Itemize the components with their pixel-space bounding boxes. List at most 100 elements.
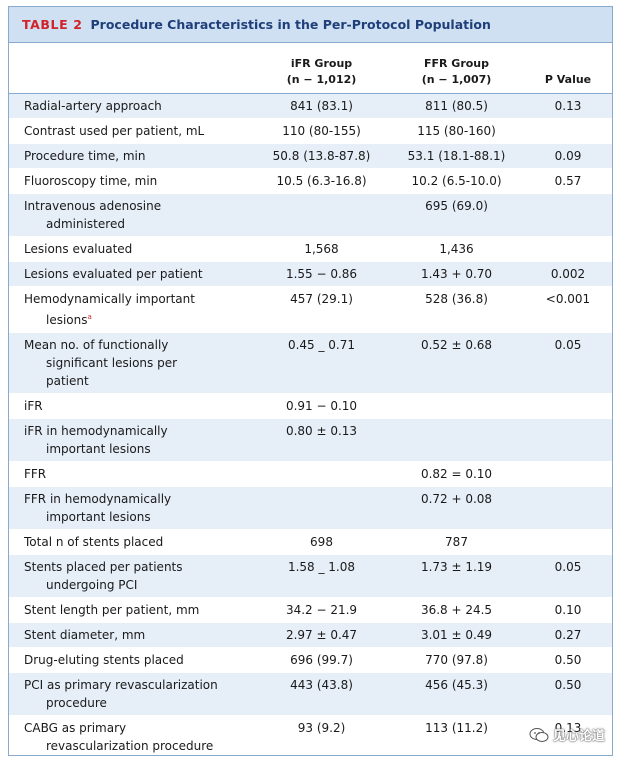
ffr-value: 770 (97.8) (425, 653, 488, 667)
row-label-line: Lesions evaluated per patient (24, 267, 203, 281)
p-value (524, 394, 612, 418)
table-caption: TABLE 2 Procedure Characteristics in the… (9, 7, 612, 42)
ffr-value: 0.52 ± 0.68 (420, 338, 493, 352)
watermark: 见心论道 (529, 725, 605, 744)
table-row: Mean no. of functionally significant lesi… (9, 333, 612, 394)
p-value (524, 237, 612, 261)
row-label-line: Lesions evaluated (24, 242, 133, 256)
p-value: 0.05 (554, 338, 582, 352)
row-label: Total n of stents placed (9, 530, 254, 554)
ffr-value: 0.72 + 0.08 (420, 492, 493, 506)
row-label-line: procedure (46, 696, 107, 710)
header-ffr-group: FFR Group (n − 1,007) (389, 43, 524, 93)
row-label-line: Radial-artery approach (24, 99, 162, 113)
ifr-value: 93 (9.2) (297, 721, 346, 735)
ffr-value: 0.82 = 0.10 (420, 467, 493, 481)
row-label-line: Hemodynamically important (24, 292, 195, 306)
row-label-line: important lesions (46, 442, 151, 456)
ffr-value: 1.73 ± 1.19 (420, 560, 493, 574)
row-label: Lesions evaluated (9, 237, 254, 261)
p-value: 0.13 (554, 99, 582, 113)
table-row: Fluoroscopy time, min 10.5 (6.3-16.8) 10.2… (9, 169, 612, 194)
header-ffr-name: FFR Group (423, 57, 490, 70)
table-row: PCI as primary revascularization procedur… (9, 673, 612, 716)
table-row: Stents placed per patients undergoing PCI… (9, 555, 612, 598)
ifr-value (254, 462, 389, 486)
row-label-line: Total n of stents placed (24, 535, 164, 549)
row-label: Hemodynamically important lesionsa (9, 287, 254, 332)
table-header: iFR Group (n − 1,012) FFR Group (n − 1,0… (9, 42, 612, 94)
table-row: Hemodynamically important lesionsa 457 (29… (9, 287, 612, 333)
wechat-icon (529, 727, 549, 742)
table-label: TABLE 2 (22, 17, 83, 32)
table-row: FFR 0.82 = 0.10 (9, 462, 612, 487)
row-label: Stent diameter, mm (9, 623, 254, 647)
ifr-value (254, 194, 389, 236)
p-value (524, 530, 612, 554)
table-row: Contrast used per patient, mL 110 (80-155… (9, 119, 612, 144)
row-label-line: Mean no. of functionally (24, 338, 169, 352)
p-value: 0.13 (554, 721, 582, 735)
row-label-line: Stents placed per patients (24, 560, 183, 574)
row-label-line: important lesions (46, 510, 151, 524)
table-row: Drug-eluting stents placed 696 (99.7) 770 … (9, 648, 612, 673)
ifr-value: 457 (29.1) (290, 292, 353, 306)
table-row: Total n of stents placed 698 787 (9, 530, 612, 555)
row-label: PCI as primary revascularization procedur… (9, 673, 254, 715)
row-label-line: iFR in hemodynamically (24, 424, 168, 438)
row-label-line: PCI as primary revascularization (24, 678, 218, 692)
ffr-value: 787 (445, 535, 468, 549)
p-value: <0.001 (545, 292, 591, 306)
table-row: Radial-artery approach 841 (83.1) 811 (80.… (9, 94, 612, 119)
header-ifr-n: (n − 1,012) (286, 73, 357, 86)
ffr-value: 1.43 + 0.70 (420, 267, 493, 281)
p-value (524, 419, 612, 461)
header-ifr-group: iFR Group (n − 1,012) (254, 43, 389, 93)
ffr-value: 113 (11.2) (425, 721, 488, 735)
table-row: iFR 0.91 − 0.10 (9, 394, 612, 419)
ifr-value: 110 (80-155) (282, 124, 361, 138)
ffr-value: 10.2 (6.5-10.0) (411, 174, 502, 188)
row-label-line: FFR (24, 467, 47, 481)
ffr-value: 36.8 + 24.5 (420, 603, 493, 617)
p-value (524, 462, 612, 486)
footnote-marker: a (87, 313, 92, 321)
row-label-line: Intravenous adenosine (24, 199, 162, 213)
row-label-line: FFR in hemodynamically (24, 492, 172, 506)
ffr-value: 456 (45.3) (425, 678, 488, 692)
ifr-value: 0.91 − 0.10 (285, 399, 358, 413)
p-value (524, 194, 612, 236)
row-label: Fluoroscopy time, min (9, 169, 254, 193)
p-value: 0.002 (550, 267, 586, 281)
table-row: Procedure time, min 50.8 (13.8-87.8) 53.1 … (9, 144, 612, 169)
row-label: FFR in hemodynamically important lesions (9, 487, 254, 529)
table-row: iFR in hemodynamically important lesions 0… (9, 419, 612, 462)
ifr-value: 2.97 ± 0.47 (285, 628, 358, 642)
row-label: Stents placed per patients undergoing PCI (9, 555, 254, 597)
p-value: 0.05 (554, 560, 582, 574)
p-value: 0.10 (554, 603, 582, 617)
ffr-value: 528 (36.8) (425, 292, 488, 306)
row-label-line: patient (46, 374, 89, 388)
table-body: Radial-artery approach 841 (83.1) 811 (80.… (9, 94, 612, 755)
p-value: 0.50 (554, 653, 582, 667)
row-label-line: Stent length per patient, mm (24, 603, 200, 617)
row-label: Lesions evaluated per patient (9, 262, 254, 286)
row-label-line: revascularization procedure (46, 739, 214, 753)
header-ffr-n: (n − 1,007) (421, 73, 492, 86)
table-row: Stent diameter, mm 2.97 ± 0.47 3.01 ± 0.49… (9, 623, 612, 648)
ffr-value: 695 (69.0) (425, 199, 488, 213)
row-label-line: Drug-eluting stents placed (24, 653, 184, 667)
row-label: CABG as primary revascularization procedu… (9, 716, 254, 755)
row-label-line: lesionsa (46, 313, 92, 327)
ifr-value: 0.45 _ 0.71 (287, 338, 356, 352)
row-label: FFR (9, 462, 254, 486)
ifr-value: 50.8 (13.8-87.8) (272, 149, 371, 163)
ffr-value (389, 394, 524, 418)
header-ifr-name: iFR Group (290, 57, 353, 70)
table-row: Lesions evaluated per patient 1.55 − 0.86… (9, 262, 612, 287)
row-label: Intravenous adenosine administered (9, 194, 254, 236)
row-label-line: administered (46, 217, 125, 231)
header-p-label: P Value (544, 73, 592, 86)
ifr-value: 1,568 (304, 242, 339, 256)
